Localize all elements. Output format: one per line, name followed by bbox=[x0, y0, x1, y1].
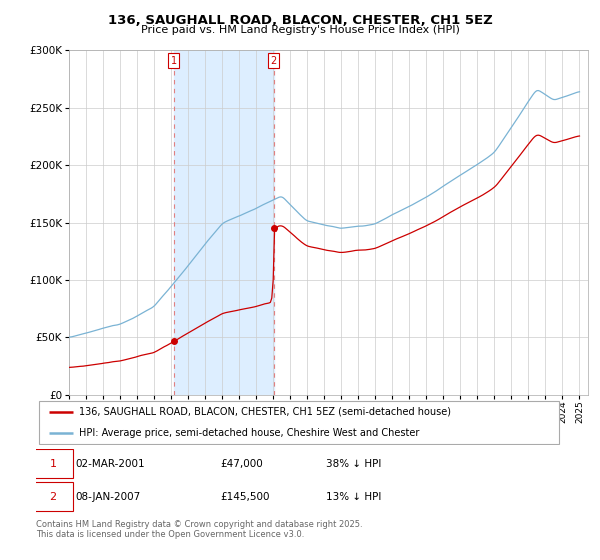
Text: 1: 1 bbox=[50, 459, 56, 469]
Text: £47,000: £47,000 bbox=[221, 459, 263, 469]
Text: 08-JAN-2007: 08-JAN-2007 bbox=[76, 492, 141, 502]
FancyBboxPatch shape bbox=[34, 482, 73, 511]
Text: 2: 2 bbox=[271, 55, 277, 66]
Text: 2: 2 bbox=[50, 492, 57, 502]
Text: 38% ↓ HPI: 38% ↓ HPI bbox=[326, 459, 382, 469]
FancyBboxPatch shape bbox=[34, 449, 73, 478]
Text: 136, SAUGHALL ROAD, BLACON, CHESTER, CH1 5EZ (semi-detached house): 136, SAUGHALL ROAD, BLACON, CHESTER, CH1… bbox=[79, 407, 451, 417]
Text: £145,500: £145,500 bbox=[221, 492, 270, 502]
FancyBboxPatch shape bbox=[38, 400, 559, 444]
Bar bbox=[174, 50, 274, 395]
Text: HPI: Average price, semi-detached house, Cheshire West and Chester: HPI: Average price, semi-detached house,… bbox=[79, 428, 419, 438]
Text: 136, SAUGHALL ROAD, BLACON, CHESTER, CH1 5EZ: 136, SAUGHALL ROAD, BLACON, CHESTER, CH1… bbox=[107, 14, 493, 27]
Text: Contains HM Land Registry data © Crown copyright and database right 2025.
This d: Contains HM Land Registry data © Crown c… bbox=[36, 520, 362, 539]
Text: 1: 1 bbox=[171, 55, 177, 66]
Text: 02-MAR-2001: 02-MAR-2001 bbox=[76, 459, 145, 469]
Text: Price paid vs. HM Land Registry's House Price Index (HPI): Price paid vs. HM Land Registry's House … bbox=[140, 25, 460, 35]
Text: 13% ↓ HPI: 13% ↓ HPI bbox=[326, 492, 382, 502]
